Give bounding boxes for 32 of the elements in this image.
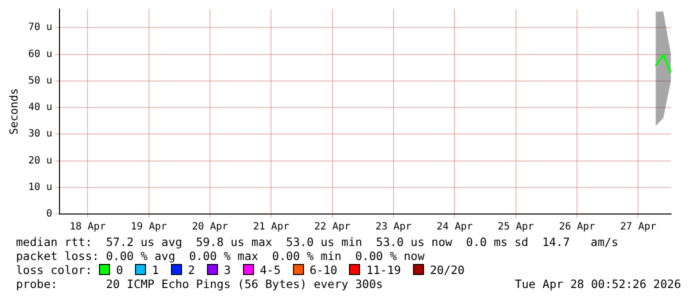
x-tick-label: 20 Apr [192,222,228,233]
legend-label: 6-10 [310,263,338,277]
legend-label: 20/20 [430,263,465,277]
legend-label: 2 [188,263,195,277]
legend-label: 1 [152,263,159,277]
x-tick-label: 19 Apr [130,222,167,233]
x-tick-label: 26 Apr [558,222,596,233]
legend-title: loss color: [16,263,94,277]
legend-label: 3 [224,263,231,277]
y-tick-label: 60 u [28,48,52,60]
y-tick-label: 50 u [28,75,52,86]
x-tick-label: 21 Apr [253,222,290,233]
y-axis-title: Seconds [7,88,20,135]
legend-label: 11-19 [366,263,401,277]
x-tick-label: 27 Apr [620,222,656,233]
y-tick-label: 0 [46,208,52,220]
text: packet loss: 0.00 % avg 0.00 % max 0.00 % min 0.00 % now [16,249,424,263]
x-tick-label: 23 Apr [375,222,412,233]
y-tick-label: 10 u [28,182,52,193]
x-tick-label: 24 Apr [436,222,473,233]
y-tick-label: 30 u [28,128,52,140]
y-tick-label: 70 u [28,22,52,34]
legend-label: 4-5 [260,263,281,277]
text: median rtt: 57.2 us avg 59.8 us max 53.0 us min 53.0 us now 0.0 ms sd 14.7 am/s [16,235,618,249]
text: Tue Apr 28 00:52:26 2026 [514,277,681,291]
text: probe: 20 ICMP Echo Pings (56 Bytes) every 300s [16,277,383,291]
x-tick-label: 22 Apr [314,222,350,233]
y-tick-label: 40 u [28,102,52,114]
x-tick-label: 18 Apr [70,222,106,233]
x-tick-label: 25 Apr [498,222,534,233]
legend-label: 0 [116,263,124,277]
y-tick-label: 20 u [28,155,52,166]
